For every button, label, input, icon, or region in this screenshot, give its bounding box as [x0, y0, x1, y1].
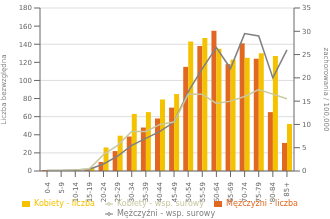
svg-text:120: 120 — [19, 59, 32, 67]
svg-text:20: 20 — [302, 74, 311, 82]
svg-text:zachorowania / 100,000: zachorowania / 100,000 — [322, 48, 323, 132]
svg-text:100: 100 — [19, 77, 32, 85]
html-text:Mężczyźni - liczba: Mężczyźni - liczba — [226, 199, 298, 208]
svg-text:60-64: 60-64 — [213, 181, 221, 202]
svg-text:25: 25 — [302, 51, 311, 59]
svg-text:0-4: 0-4 — [44, 181, 52, 193]
svg-text:20-24: 20-24 — [100, 181, 108, 202]
svg-text:80-84: 80-84 — [269, 181, 277, 202]
svg-text:5-9: 5-9 — [58, 182, 66, 193]
html-text:Mężczyźni - wsp. surowy: Mężczyźni - wsp. surowy — [116, 209, 216, 218]
svg-text:25-29: 25-29 — [114, 182, 122, 202]
svg-text:65-69: 65-69 — [227, 182, 235, 202]
svg-text:0: 0 — [28, 167, 32, 175]
svg-text:85+: 85+ — [283, 182, 291, 197]
svg-text:180: 180 — [19, 4, 32, 12]
html-text:Kobiety - wsp. surowy: Kobiety - wsp. surowy — [116, 199, 205, 208]
svg-text:0: 0 — [302, 167, 306, 175]
svg-text:80: 80 — [23, 95, 32, 103]
svg-text:30-34: 30-34 — [128, 181, 136, 202]
svg-text:45-49: 45-49 — [171, 182, 179, 202]
svg-text:Liczba bezwzględna: Liczba bezwzględna — [8, 54, 9, 124]
svg-text:15: 15 — [302, 98, 311, 106]
svg-text:70-74: 70-74 — [241, 181, 249, 202]
svg-text:40-44: 40-44 — [156, 181, 164, 202]
svg-text:140: 140 — [19, 41, 32, 49]
svg-text:15-19: 15-19 — [86, 182, 94, 202]
svg-text:55-59: 55-59 — [199, 182, 207, 202]
svg-text:35-39: 35-39 — [142, 182, 150, 202]
svg-text:60: 60 — [23, 113, 32, 121]
html-text:Kobiety - liczba: Kobiety - liczba — [34, 199, 95, 208]
svg-text:20: 20 — [23, 149, 32, 157]
svg-text:10-14: 10-14 — [72, 181, 80, 202]
svg-text:5: 5 — [302, 144, 306, 152]
svg-text:35: 35 — [302, 4, 311, 12]
svg-text:40: 40 — [23, 131, 32, 139]
svg-text:10: 10 — [302, 121, 311, 129]
svg-text:30: 30 — [302, 28, 311, 36]
svg-text:50-54: 50-54 — [185, 181, 193, 202]
svg-text:160: 160 — [19, 23, 32, 31]
svg-text:75-79: 75-79 — [255, 182, 263, 202]
